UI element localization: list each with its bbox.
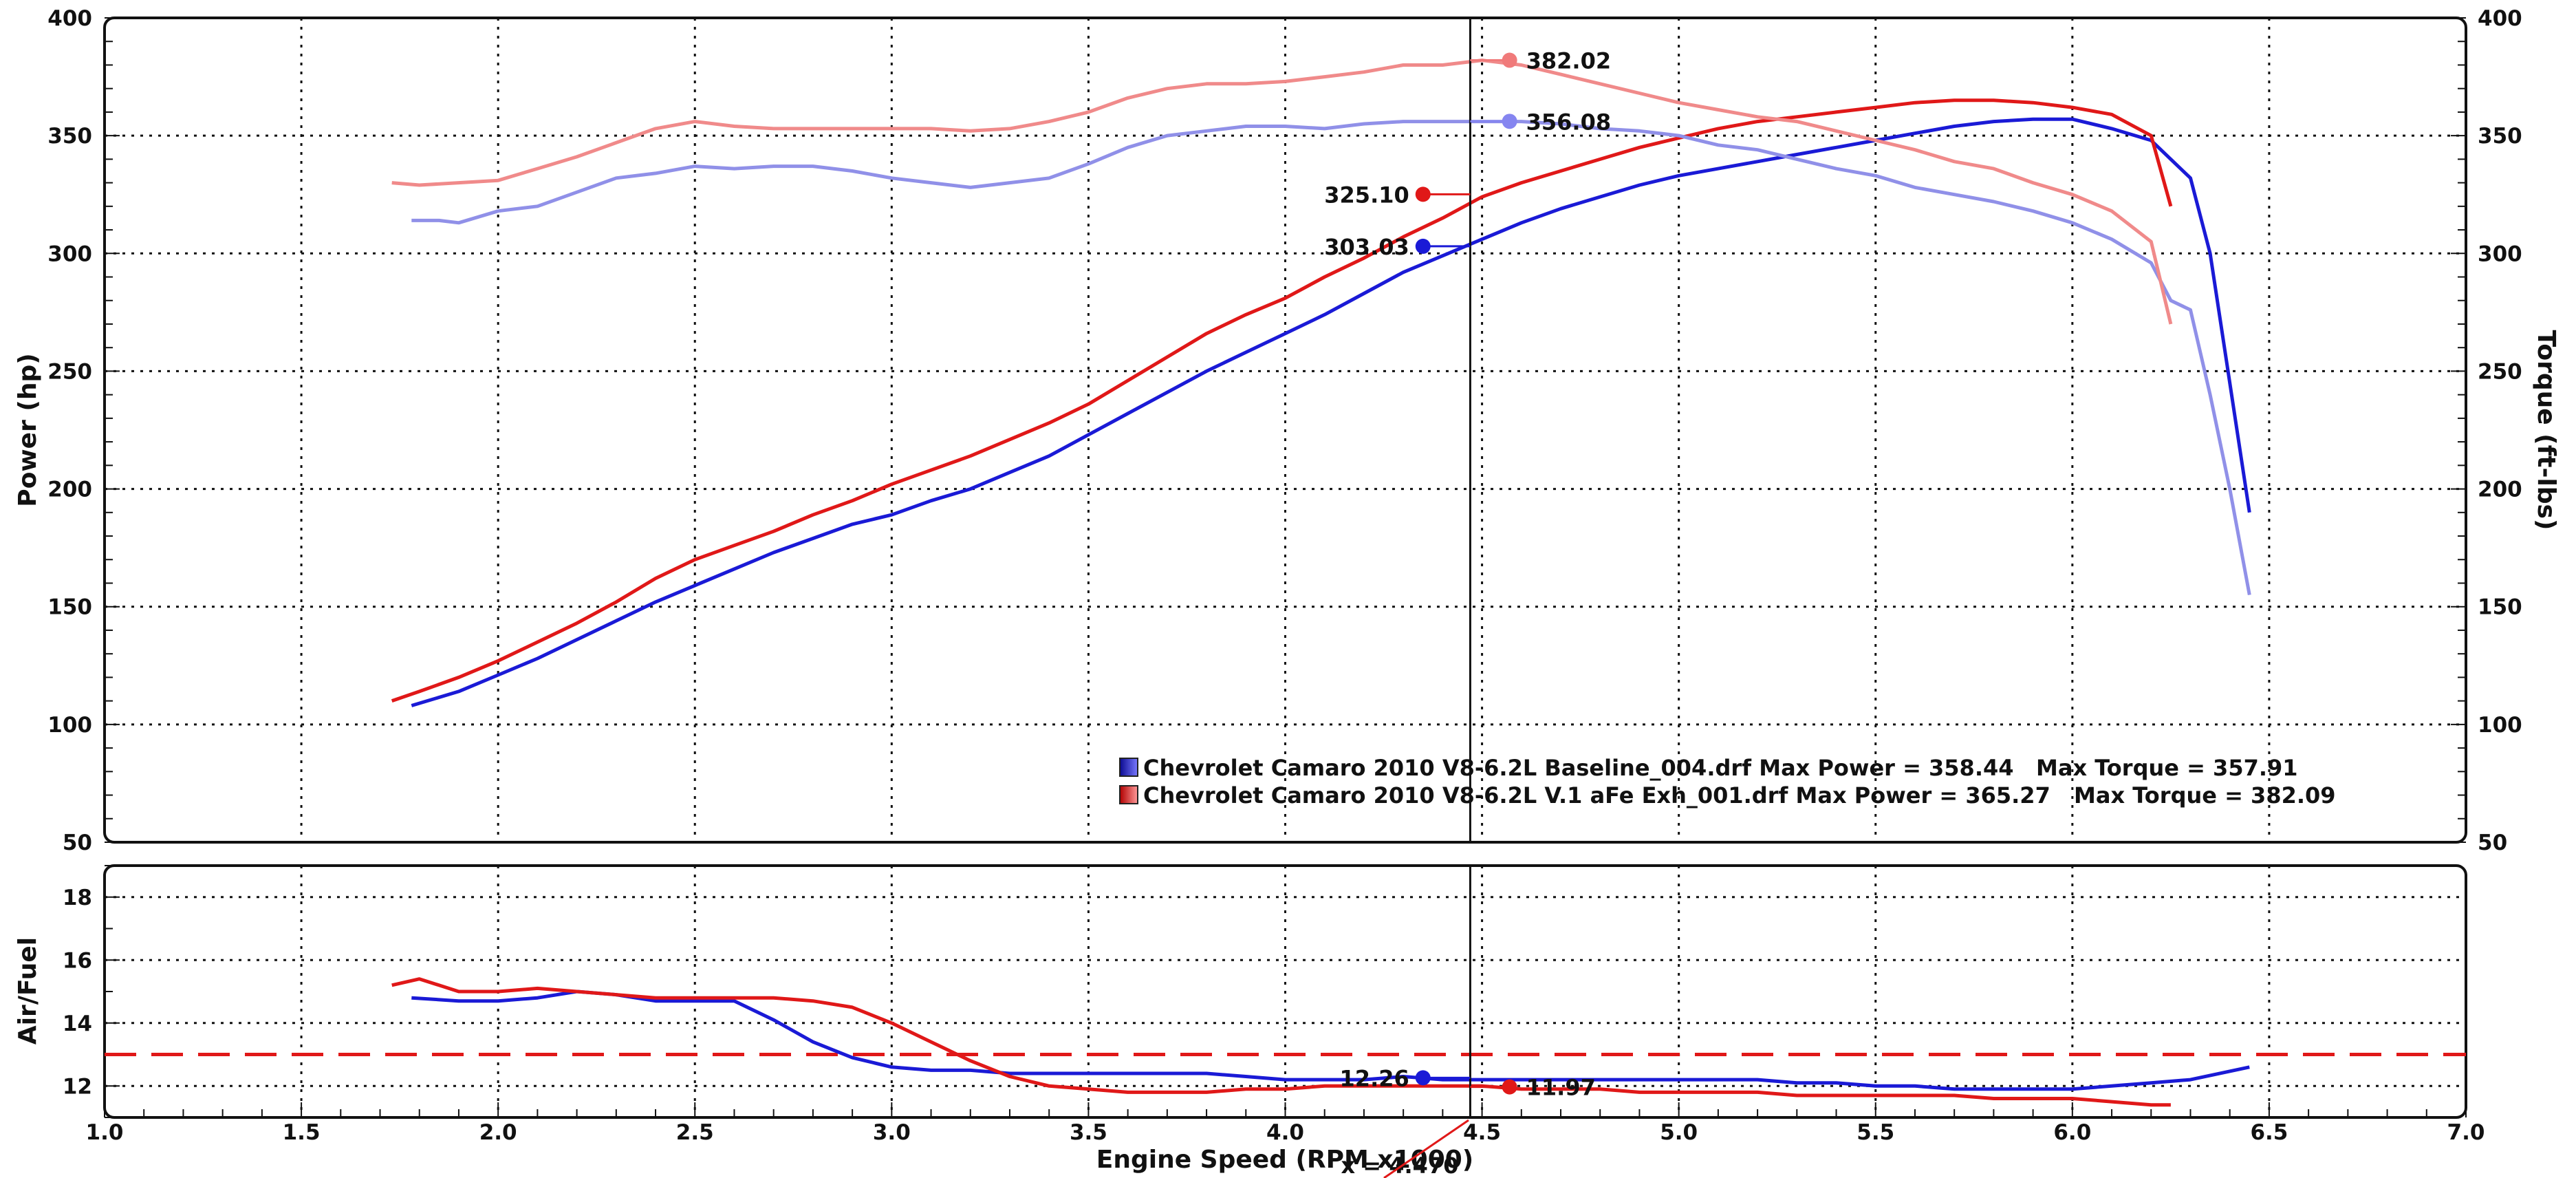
legend-swatch-baseline	[1119, 758, 1138, 777]
top-grid	[105, 18, 2466, 842]
series-line-mod_power	[391, 98, 2173, 703]
series-line-baseline_power	[411, 117, 2251, 707]
cursor-readout: x = 4.470	[1341, 1153, 1459, 1178]
y2-tick-label: 300	[2478, 242, 2522, 266]
y2-tick-label: 350	[2478, 124, 2522, 149]
x-tick-label: 3.0	[873, 1120, 911, 1145]
series-line-baseline_torque	[411, 120, 2251, 596]
y2-axis-title: Torque (ft-lbs)	[2532, 330, 2560, 531]
y2-tick-label: 250	[2478, 359, 2522, 384]
legend: Chevrolet Camaro 2010 V8-6.2L Baseline_0…	[1119, 755, 2336, 808]
marker-dot	[1502, 52, 1517, 68]
y2-tick-label: 400	[2478, 6, 2522, 31]
y-axis-title: Power (hp)	[14, 353, 42, 506]
af-tick-label: 14	[63, 1011, 92, 1036]
x-tick-label: 5.5	[1857, 1120, 1894, 1145]
legend-swatch-mod	[1119, 785, 1138, 804]
marker-dot	[1415, 238, 1431, 254]
x-tick-label: 6.5	[2250, 1120, 2288, 1145]
marker-label: 382.02	[1526, 48, 1611, 74]
y-tick-label: 150	[47, 595, 92, 620]
af-tick-label: 16	[63, 948, 92, 973]
bottom-grid	[105, 866, 2466, 1117]
series-line-baseline_af	[411, 989, 2250, 1091]
marker-dot	[1415, 1070, 1431, 1086]
x-tick-label: 4.0	[1266, 1120, 1304, 1145]
x-tick-label: 5.0	[1660, 1120, 1698, 1145]
marker-label: 325.10	[1324, 182, 1409, 208]
af-tick-label: 18	[63, 886, 92, 910]
legend-extra-baseline: Max Torque = 357.91	[2036, 755, 2298, 781]
axis-ticks	[104, 17, 2467, 1118]
y-tick-label: 250	[47, 359, 92, 384]
y2-tick-label: 150	[2478, 595, 2522, 620]
y-tick-label: 400	[47, 6, 92, 31]
x-tick-label: 1.0	[86, 1120, 124, 1145]
x-tick-label: 7.0	[2447, 1120, 2485, 1145]
y-tick-label: 300	[47, 242, 92, 266]
cursor-markers: 303.03 325.10 356.08 382.02 12.26 11.97	[1324, 48, 1611, 1101]
af-axis-title: Air/Fuel	[14, 937, 42, 1045]
x-tick-label: 2.5	[676, 1120, 714, 1145]
af-tick-label: 12	[63, 1074, 92, 1099]
air-fuel-series	[105, 977, 2466, 1107]
x-tick-label: 1.5	[283, 1120, 321, 1145]
y2-tick-label: 100	[2478, 713, 2522, 738]
y-tick-label: 50	[63, 831, 92, 855]
power-torque-series	[391, 58, 2251, 707]
tick-labels: 1.0 1.5 2.0 2.5 3.0 3.5 4.0 4.5 5.0 5.5 6.0 6.5 7.0 5…	[47, 6, 2522, 1145]
y-tick-label: 350	[47, 124, 92, 149]
marker-dot	[1502, 1079, 1517, 1095]
marker-dot	[1502, 114, 1517, 129]
cursor-readout-pointer	[1383, 1119, 1469, 1178]
series-line-mod_af	[391, 977, 2171, 1107]
x-tick-label: 3.5	[1070, 1120, 1107, 1145]
y2-tick-label: 200	[2478, 478, 2522, 502]
y-tick-label: 100	[47, 713, 92, 738]
x-tick-label: 2.0	[479, 1120, 517, 1145]
y2-tick-label: 50	[2478, 831, 2507, 855]
legend-extra-mod: Max Torque = 382.09	[2074, 782, 2336, 808]
series-line-mod_torque	[391, 58, 2173, 325]
marker-label: 303.03	[1324, 234, 1409, 260]
legend-entry-mod: Chevrolet Camaro 2010 V8-6.2L V.1 aFe Ex…	[1143, 782, 2050, 808]
x-tick-label: 6.0	[2053, 1120, 2091, 1145]
marker-label: 12.26	[1340, 1065, 1409, 1091]
x-tick-label: 4.5	[1463, 1120, 1501, 1145]
y-tick-label: 200	[47, 478, 92, 502]
marker-label: 11.97	[1526, 1075, 1596, 1101]
legend-entry-baseline: Chevrolet Camaro 2010 V8-6.2L Baseline_0…	[1143, 755, 2014, 781]
marker-dot	[1415, 186, 1431, 202]
marker-label: 356.08	[1526, 109, 1611, 135]
